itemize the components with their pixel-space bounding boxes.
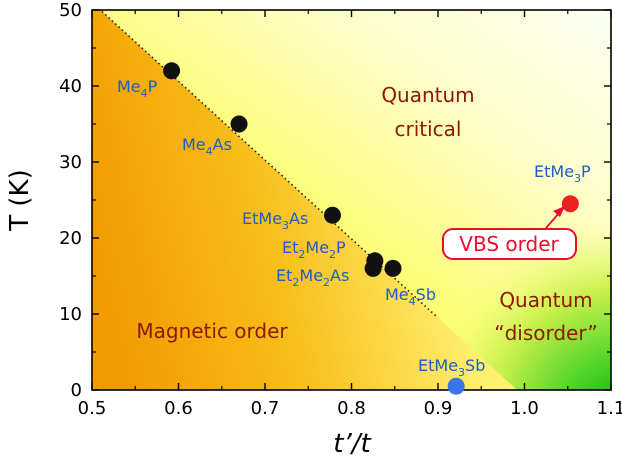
y-tick-label: 50 bbox=[59, 0, 82, 21]
label-etme3as: EtMe3As bbox=[242, 209, 308, 232]
data-point-etme3sb bbox=[447, 377, 465, 395]
quantum-disorder-label-line2: “disorder” bbox=[494, 321, 598, 345]
data-point-etme3p bbox=[561, 195, 579, 213]
vbs-order-label: VBS order bbox=[459, 232, 559, 256]
x-tick-label: 0.6 bbox=[164, 398, 193, 419]
y-tick-label: 0 bbox=[71, 380, 82, 401]
vbs-order-box bbox=[442, 228, 577, 260]
data-points bbox=[163, 62, 579, 395]
y-tick-label: 20 bbox=[59, 228, 82, 249]
quantum-critical-label-line1: Quantum bbox=[381, 83, 474, 107]
x-tick-label: 0.8 bbox=[337, 398, 366, 419]
magnetic-order-label: Magnetic order bbox=[136, 319, 288, 343]
data-point-me4sb bbox=[384, 259, 402, 277]
label-etme3p: EtMe3P bbox=[534, 162, 591, 185]
y-tick-label: 10 bbox=[59, 304, 82, 325]
x-tick-label: 0.9 bbox=[424, 398, 453, 419]
data-point-et2me2as bbox=[364, 259, 382, 277]
data-point-me4as bbox=[230, 115, 248, 133]
label-me4as: Me4As bbox=[182, 135, 232, 158]
data-point-me4p bbox=[163, 62, 181, 80]
label-et2me2p: Et2Me2P bbox=[282, 238, 346, 261]
y-axis-title: T (K) bbox=[5, 169, 35, 231]
y-tick-label: 40 bbox=[59, 76, 82, 97]
label-et2me2as: Et2Me2As bbox=[276, 266, 349, 289]
label-me4sb: Me4Sb bbox=[385, 285, 436, 308]
data-point-etme3as bbox=[323, 206, 341, 224]
label-me4p: Me4P bbox=[117, 77, 158, 100]
magnetic-order-region bbox=[92, 10, 518, 390]
axes: 0.5 0.6 0.7 0.8 0.9 1.0 1.1 0 10 20 30 40 50 bbox=[59, 0, 622, 419]
label-etme3sb: EtMe3Sb bbox=[418, 356, 485, 379]
quantum-disorder-label-line1: Quantum bbox=[499, 288, 592, 312]
phase-boundary-line bbox=[99, 10, 439, 319]
y-tick-label: 30 bbox=[59, 152, 82, 173]
x-tick-label: 1.1 bbox=[597, 398, 622, 419]
x-axis-title: t’/t bbox=[333, 429, 371, 459]
x-tick-label: 1.0 bbox=[510, 398, 539, 419]
x-tick-label: 0.5 bbox=[78, 398, 107, 419]
vbs-arrow-head bbox=[553, 206, 565, 217]
quantum-critical-label-line2: critical bbox=[395, 117, 462, 141]
x-tick-label: 0.7 bbox=[251, 398, 280, 419]
